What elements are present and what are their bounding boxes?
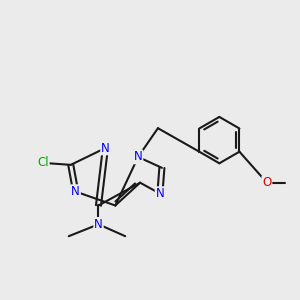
Text: O: O [262, 176, 272, 189]
Text: N: N [71, 185, 80, 198]
Text: Cl: Cl [37, 156, 49, 170]
Text: N: N [134, 150, 142, 164]
Text: N: N [94, 218, 103, 231]
Text: N: N [101, 142, 110, 154]
Text: N: N [155, 187, 164, 200]
